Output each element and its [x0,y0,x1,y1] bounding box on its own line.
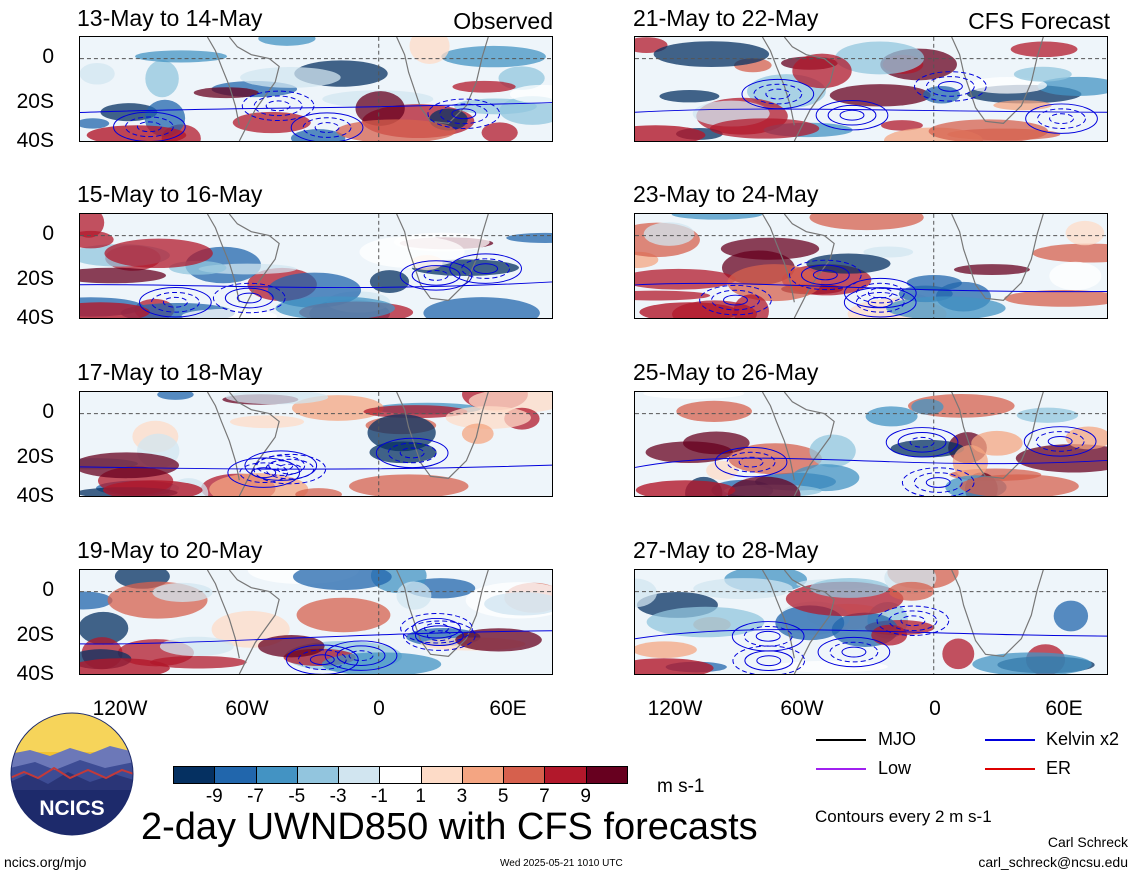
main-title: 2-day UWND850 with CFS forecasts [141,806,758,848]
colorbar [173,766,628,784]
panel-title-4: 19-May to 20-May [77,537,263,563]
legend-label-er: ER [1046,758,1072,778]
colorbar-label: -3 [329,786,347,807]
colorbar-swatch [296,766,340,784]
map-panel-forecast-4 [634,569,1108,675]
y-tick-label: 40S [16,129,54,152]
uwnd-map-2 [80,214,552,318]
colorbar-label: -7 [247,786,264,807]
colorbar-label: 5 [497,786,509,807]
ncics-logo[interactable]: NCICS [10,712,134,836]
map-panel-observed-1 [79,36,553,142]
footer-email[interactable]: carl_schreck@ncsu.edu [978,854,1128,870]
map-panel-observed-2 [79,213,553,319]
cfs-forecast-label: CFS Forecast [968,8,1110,34]
map-panel-observed-3 [79,391,553,497]
colorbar-swatch [338,766,381,784]
map-panel-forecast-1 [634,36,1108,142]
panel-title-1: 13-May to 14-May [77,5,263,31]
panel-title-6: 23-May to 24-May [633,181,819,207]
colorbar-swatch [379,766,422,784]
x-tick-label: 120W [92,697,148,720]
uwnd-map-4 [80,570,552,674]
y-tick-label: 20S [16,445,54,468]
y-tick-label: 20S [16,267,54,290]
colorbar-swatch [214,766,257,784]
uwnd-map-8 [635,570,1107,674]
x-tick-label: 60W [780,697,824,720]
x-tick-label: 60E [1045,697,1083,720]
panel-title-2: 15-May to 16-May [77,181,263,207]
y-tick-label: 40S [16,484,54,507]
y-tick-label: 0 [42,578,54,601]
y-tick-label: 20S [16,90,54,113]
uwnd-map-5 [635,37,1107,141]
colorbar-units: m s-1 [657,776,705,797]
uwnd-map-7 [635,392,1107,496]
colorbar-label: 1 [415,786,426,807]
y-tick-label: 0 [42,222,54,245]
colorbar-label: 9 [580,786,591,807]
map-panel-forecast-2 [634,213,1108,319]
y-tick-label: 40S [16,662,54,685]
uwnd-map-6 [635,214,1107,318]
y-tick-label: 20S [16,623,54,646]
panel-title-7: 25-May to 26-May [633,359,819,385]
map-panel-forecast-3 [634,391,1108,497]
contours-note: Contours every 2 m s-1 [815,807,992,826]
legend-line-low [816,768,866,770]
map-panel-observed-4 [79,569,553,675]
legend-line-er [985,768,1035,770]
legend-label-kelvin: Kelvin x2 [1046,729,1120,749]
colorbar-label: 7 [539,786,550,807]
footer-timestamp: Wed 2025-05-21 1010 UTC [500,858,623,869]
colorbar-swatch [585,766,628,784]
legend-line-mjo [816,739,866,741]
legend-line-kelvin [985,739,1035,741]
panel-title-8: 27-May to 28-May [633,537,819,563]
x-tick-label: 0 [929,697,941,720]
logo-text: NCICS [39,797,104,820]
footer-url[interactable]: ncics.org/mjo [4,854,87,870]
x-tick-label: 60W [225,697,269,720]
x-tick-label: 0 [373,697,385,720]
y-tick-label: 0 [42,400,54,423]
colorbar-swatch [544,766,587,784]
colorbar-swatch [503,766,546,784]
colorbar-label: -1 [370,786,388,807]
panel-title-5: 21-May to 22-May [633,5,819,31]
uwnd-map-1 [80,37,552,141]
ncics-logo-icon: NCICS [10,712,134,836]
colorbar-label: 3 [456,786,468,807]
uwnd-map-3 [80,392,552,496]
y-tick-label: 40S [16,306,54,329]
colorbar-swatch [420,766,463,784]
y-tick-label: 0 [42,45,54,68]
x-tick-label: 60E [489,697,527,720]
legend-label-mjo: MJO [878,729,916,749]
legend-label-low: Low [878,758,912,778]
colorbar-swatch [461,766,505,784]
colorbar-label: -5 [288,786,306,807]
panel-title-3: 17-May to 18-May [77,359,263,385]
footer-author: Carl Schreck [1047,834,1128,850]
colorbar-swatch [255,766,298,784]
x-tick-label: 120W [647,697,703,720]
colorbar-swatch [173,766,216,784]
colorbar-label: -9 [205,786,223,807]
observed-label: Observed [453,8,553,34]
